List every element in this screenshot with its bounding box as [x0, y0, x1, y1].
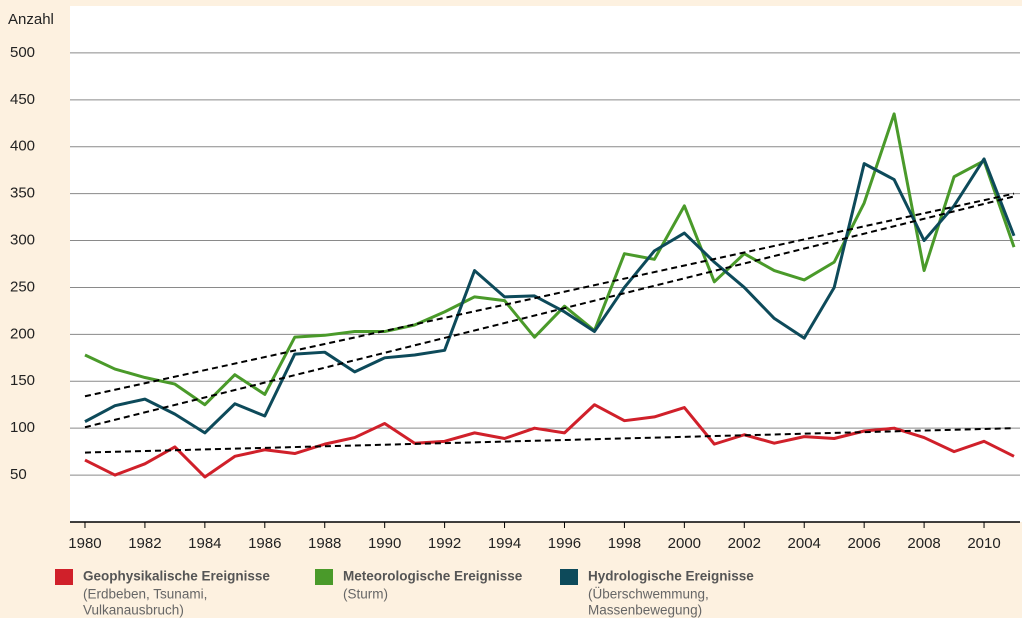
legend-description: Vulkanausbruch) — [83, 603, 184, 618]
y-tick-label: 500 — [10, 44, 35, 61]
x-tick-label: 1998 — [608, 535, 641, 552]
y-tick-label: 350 — [10, 185, 35, 202]
y-tick-label: 100 — [10, 419, 35, 436]
x-tick-label: 2008 — [907, 535, 940, 552]
legend-swatch — [315, 569, 333, 585]
legend-label: Geophysikalische Ereignisse — [83, 569, 270, 584]
y-tick-label: 150 — [10, 372, 35, 389]
x-tick-label: 1996 — [548, 535, 581, 552]
y-tick-label: 450 — [10, 91, 35, 108]
x-tick-label: 2000 — [668, 535, 701, 552]
legend-swatch — [55, 569, 73, 585]
x-tick-label: 2002 — [728, 535, 761, 552]
legend-description: (Sturm) — [343, 587, 388, 602]
y-tick-label: 50 — [10, 466, 27, 483]
x-tick-label: 1992 — [428, 535, 461, 552]
legend-label: Hydrologische Ereignisse — [588, 569, 754, 584]
trend-line — [84, 427, 1015, 454]
plot-area — [70, 6, 1022, 522]
series-line — [84, 157, 1016, 435]
legend-description: (Überschwemmung, — [588, 587, 709, 602]
x-tick-label: 1984 — [188, 535, 221, 552]
y-tick-label: 300 — [10, 232, 35, 249]
legend-label: Meteorologische Ereignisse — [343, 569, 523, 584]
x-tick-label: 1990 — [368, 535, 401, 552]
x-tick-label: 1994 — [488, 535, 521, 552]
legend-swatch — [560, 569, 578, 585]
series-line — [84, 112, 1016, 407]
trend-line — [84, 192, 1015, 398]
x-tick-label: 2004 — [788, 535, 821, 552]
y-axis-label: Anzahl — [8, 11, 54, 28]
x-tick-label: 2010 — [967, 535, 1000, 552]
legend-description: (Erdbeben, Tsunami, — [83, 587, 207, 602]
y-tick-label: 250 — [10, 278, 35, 295]
y-tick-label: 400 — [10, 138, 35, 155]
x-tick-label: 1988 — [308, 535, 341, 552]
x-tick-label: 1980 — [68, 535, 101, 552]
y-tick-label: 200 — [10, 325, 35, 342]
x-tick-label: 1982 — [128, 535, 161, 552]
legend-description: Massenbewegung) — [588, 603, 702, 618]
x-tick-label: 2006 — [847, 535, 880, 552]
x-tick-label: 1986 — [248, 535, 281, 552]
